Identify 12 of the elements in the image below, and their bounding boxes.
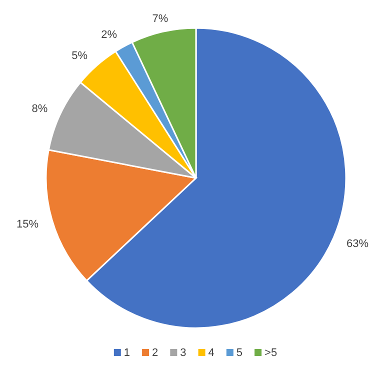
legend-label: 5 [236, 347, 243, 359]
data-label: 8% [32, 103, 48, 116]
legend-label: >5 [264, 347, 278, 359]
legend-label: 1 [124, 347, 130, 359]
legend-label: 4 [208, 347, 214, 359]
legend-label: 2 [152, 347, 158, 359]
data-label: 7% [152, 12, 168, 25]
data-label: 2% [101, 29, 118, 42]
data-label: 63% [346, 238, 369, 250]
data-label: 5% [72, 50, 88, 62]
legend-label: 3 [180, 347, 186, 359]
data-label: 15% [16, 218, 39, 231]
